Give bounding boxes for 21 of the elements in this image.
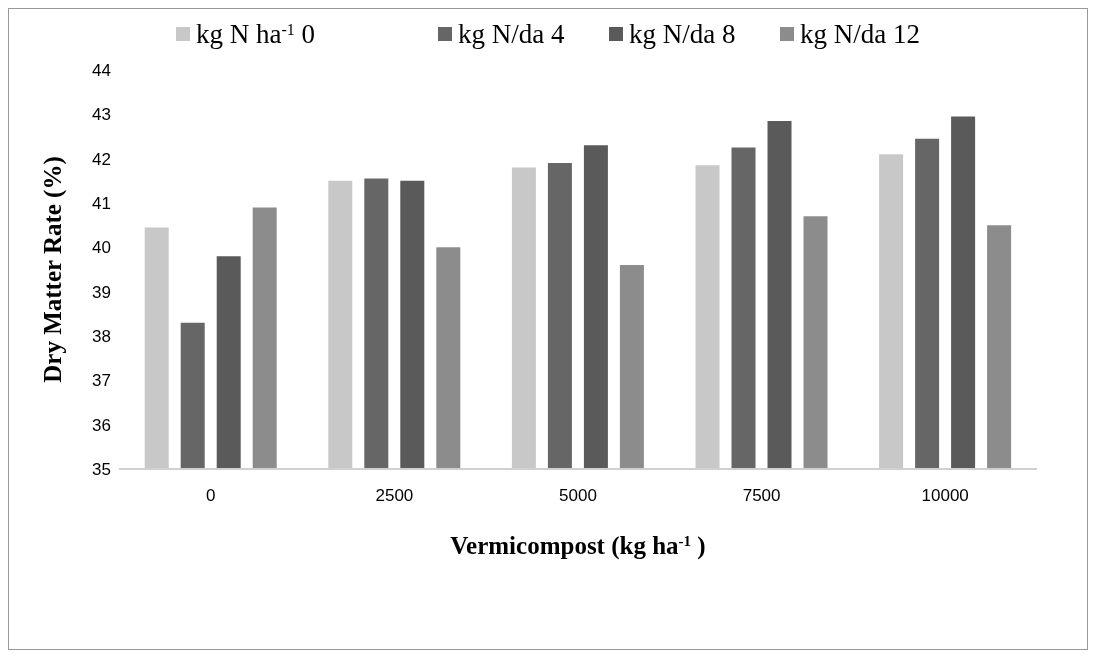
y-tick-label: 39	[92, 282, 111, 302]
x-tick-label: 2500	[375, 486, 414, 506]
legend-label: kg N/da 8	[629, 19, 736, 49]
y-tick-label: 35	[92, 460, 111, 480]
x-tick-label: 0	[206, 486, 216, 506]
legend-label: kg N/da 12	[800, 19, 920, 49]
x-axis-title: Vermicompost (kg ha$^{-1}$ )	[450, 532, 706, 560]
x-tick-label: 5000	[559, 486, 597, 506]
legend-label: kg N ha$^{-1}$ 0	[196, 19, 316, 49]
y-tick-label: 44	[92, 61, 111, 81]
y-tick-label: 43	[92, 105, 111, 125]
y-tick-label: 42	[92, 149, 111, 169]
x-tick-label: 10000	[921, 486, 969, 506]
y-tick-label: 41	[92, 194, 111, 214]
x-tick-label: 7500	[742, 486, 781, 506]
y-tick-label: 37	[92, 371, 111, 391]
y-tick-label: 36	[92, 415, 111, 435]
y-tick-label: 38	[92, 327, 111, 347]
legend-label: kg N/da 4	[458, 19, 565, 49]
y-axis-title: Dry Matter Rate (%)	[39, 156, 67, 383]
y-tick-label: 40	[92, 238, 111, 258]
